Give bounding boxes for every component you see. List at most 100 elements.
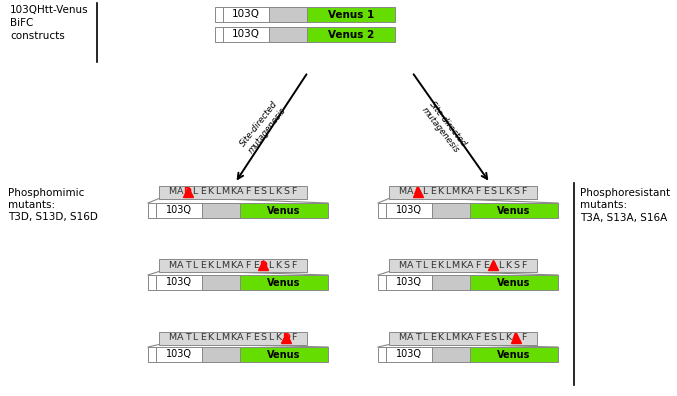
Text: K: K <box>437 261 443 270</box>
Text: L: L <box>192 261 198 270</box>
Text: F: F <box>475 261 481 270</box>
Text: K: K <box>437 333 443 343</box>
Bar <box>148 347 156 362</box>
Text: L: L <box>422 333 428 343</box>
Text: 103Q: 103Q <box>396 278 422 287</box>
Text: E: E <box>483 333 489 343</box>
Bar <box>378 347 386 362</box>
Text: A: A <box>414 187 421 196</box>
Text: L: L <box>268 261 274 270</box>
Text: K: K <box>207 187 213 196</box>
Bar <box>386 203 432 218</box>
Bar <box>159 185 307 198</box>
Text: D: D <box>183 187 192 196</box>
Bar <box>378 203 386 218</box>
Bar <box>159 259 307 272</box>
Text: 103Q: 103Q <box>232 29 260 40</box>
Text: K: K <box>276 261 282 270</box>
Text: E: E <box>253 187 259 196</box>
Bar <box>389 185 537 198</box>
Text: E: E <box>430 187 435 196</box>
Text: K: K <box>506 261 512 270</box>
Bar <box>148 203 156 218</box>
Text: L: L <box>422 261 428 270</box>
Bar <box>307 27 395 42</box>
Text: F: F <box>475 333 481 343</box>
Text: S: S <box>283 187 289 196</box>
Text: 103Q: 103Q <box>166 278 192 287</box>
Text: L: L <box>445 261 450 270</box>
Text: T3A, S13A, S16A: T3A, S13A, S16A <box>580 213 668 223</box>
Text: K: K <box>506 187 512 196</box>
Text: S: S <box>283 261 289 270</box>
Bar <box>432 347 470 362</box>
Text: K: K <box>276 333 282 343</box>
Bar <box>470 275 558 290</box>
Text: M: M <box>169 333 177 343</box>
Text: A: A <box>489 261 497 270</box>
Bar <box>223 27 269 42</box>
Bar <box>156 203 202 218</box>
Bar <box>240 275 328 290</box>
Text: S: S <box>490 187 496 196</box>
Text: L: L <box>192 333 198 343</box>
Text: 103Q: 103Q <box>166 350 192 360</box>
Text: L: L <box>192 187 198 196</box>
Text: A: A <box>407 333 413 343</box>
Text: K: K <box>437 187 443 196</box>
Text: Venus: Venus <box>267 350 301 360</box>
Text: L: L <box>498 261 504 270</box>
Text: Venus: Venus <box>267 278 301 287</box>
Text: F: F <box>291 187 297 196</box>
Text: M: M <box>398 187 406 196</box>
Bar <box>148 275 156 290</box>
Text: Site-directed
mutagenesis: Site-directed mutagenesis <box>238 99 288 155</box>
Text: S: S <box>513 261 519 270</box>
Bar <box>223 7 269 22</box>
Bar <box>240 347 328 362</box>
Text: Venus 1: Venus 1 <box>328 10 374 19</box>
Bar <box>432 203 470 218</box>
Text: F: F <box>291 333 297 343</box>
Text: A: A <box>177 261 183 270</box>
Text: A: A <box>407 261 413 270</box>
Text: F: F <box>475 187 481 196</box>
Text: T: T <box>415 261 420 270</box>
Text: A: A <box>467 187 474 196</box>
Bar <box>215 7 223 22</box>
Bar <box>470 347 558 362</box>
Text: Venus: Venus <box>498 278 531 287</box>
Text: K: K <box>460 333 466 343</box>
Text: E: E <box>430 333 435 343</box>
Bar <box>386 275 432 290</box>
Text: T: T <box>415 333 420 343</box>
Text: S: S <box>490 333 496 343</box>
Bar <box>202 203 240 218</box>
Text: E: E <box>253 261 259 270</box>
Bar <box>215 27 223 42</box>
Text: K: K <box>207 333 213 343</box>
Text: 103Q: 103Q <box>166 206 192 215</box>
Text: E: E <box>430 261 435 270</box>
Text: 103Q: 103Q <box>396 350 422 360</box>
Text: L: L <box>268 187 274 196</box>
Bar <box>159 331 307 345</box>
Text: 103Q: 103Q <box>396 206 422 215</box>
Text: K: K <box>506 333 512 343</box>
Text: K: K <box>460 261 466 270</box>
Text: M: M <box>452 261 460 270</box>
Text: A: A <box>177 333 183 343</box>
Text: A: A <box>238 333 244 343</box>
Bar <box>386 347 432 362</box>
Text: K: K <box>230 187 236 196</box>
Text: Venus: Venus <box>267 206 301 215</box>
Bar <box>378 275 386 290</box>
Text: S: S <box>260 333 266 343</box>
Text: T: T <box>185 333 190 343</box>
Text: K: K <box>276 187 282 196</box>
Text: S: S <box>513 187 519 196</box>
Text: F: F <box>291 261 297 270</box>
Text: A: A <box>467 261 474 270</box>
Text: M: M <box>398 261 406 270</box>
Text: A: A <box>238 261 244 270</box>
